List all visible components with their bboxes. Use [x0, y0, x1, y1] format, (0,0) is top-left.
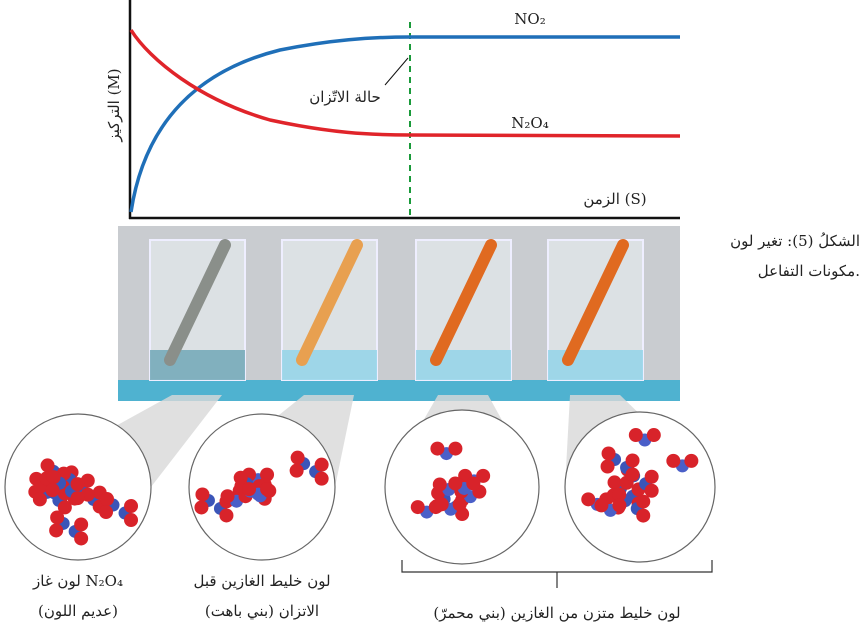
photo-base — [118, 380, 680, 401]
label: (عديم اللون) — [38, 602, 118, 620]
atom — [219, 508, 234, 523]
equilibrium-label: حالة الاتّزان — [309, 88, 381, 106]
tube — [430, 239, 497, 366]
atom — [46, 470, 61, 485]
atom — [45, 483, 60, 498]
no2-label: NO₂ — [514, 10, 545, 28]
atom — [448, 476, 463, 491]
atom — [684, 453, 699, 468]
atom — [314, 457, 329, 472]
atom — [242, 482, 257, 497]
y-label: التركيز (M) — [105, 68, 123, 142]
atom — [594, 498, 609, 513]
atom — [195, 487, 210, 502]
atom — [194, 500, 209, 515]
tube — [562, 239, 629, 366]
atom — [666, 453, 681, 468]
water — [282, 350, 377, 380]
x-label: الزمن (S) — [583, 190, 646, 208]
atom — [74, 531, 89, 546]
atom — [99, 505, 114, 520]
atom — [432, 477, 447, 492]
atom — [636, 508, 651, 523]
atom — [628, 428, 643, 443]
tube — [296, 239, 363, 366]
atom — [600, 459, 615, 474]
atom — [476, 468, 491, 483]
water — [548, 350, 643, 380]
atom — [40, 458, 55, 473]
label: لون غاز N₂O₄ — [32, 572, 123, 590]
label: الاتزان (بني باهت) — [205, 602, 319, 620]
atom — [612, 498, 627, 513]
atom — [601, 446, 616, 461]
atom — [70, 491, 85, 506]
atom — [646, 428, 661, 443]
pointer — [384, 57, 409, 86]
atom — [466, 476, 481, 491]
atom — [50, 510, 65, 525]
atom — [644, 469, 659, 484]
atom — [434, 497, 449, 512]
atom — [220, 489, 235, 504]
atom — [57, 500, 72, 515]
water — [416, 350, 511, 380]
water — [150, 350, 245, 380]
caption: مكونات التفاعل. — [758, 262, 860, 280]
caption: الشكلُ (5): تغير لون — [730, 231, 860, 250]
atom — [74, 517, 89, 532]
label: لون خليط الغازين قبل — [193, 572, 330, 590]
atom — [636, 494, 651, 509]
atom — [290, 450, 305, 465]
atom — [289, 463, 304, 478]
atom — [100, 492, 115, 507]
atom — [314, 471, 329, 486]
atom — [625, 467, 640, 482]
atom — [124, 499, 139, 514]
atom — [410, 500, 425, 515]
atom — [70, 477, 85, 492]
bracket — [401, 560, 713, 588]
tube — [164, 239, 231, 366]
label: لون خليط متزن من الغازين (بني محمرّ) — [433, 604, 680, 622]
n2o4-label: N₂O₄ — [511, 114, 548, 132]
atom — [49, 523, 64, 538]
atom — [448, 441, 463, 456]
atom — [124, 513, 139, 528]
atom — [612, 487, 627, 502]
atom — [625, 453, 640, 468]
atom — [260, 482, 275, 497]
no2-curve — [129, 35, 680, 213]
atom — [452, 497, 467, 512]
atom — [581, 492, 596, 507]
atom — [644, 483, 659, 498]
n2o4-curve — [129, 29, 681, 138]
atom — [430, 441, 445, 456]
atom — [607, 475, 622, 490]
atom — [32, 492, 47, 507]
